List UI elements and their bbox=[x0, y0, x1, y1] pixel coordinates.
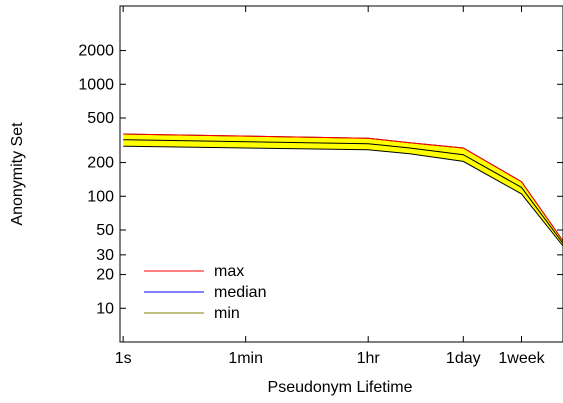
x-axis-label: Pseudonym Lifetime bbox=[268, 379, 413, 396]
line-layer bbox=[123, 133, 563, 247]
x-tick-label: 1hr bbox=[357, 350, 381, 367]
y-tick-label: 500 bbox=[87, 110, 114, 127]
x-axis-ticks: 1s 1min 1hr 1day 1week bbox=[115, 6, 546, 367]
x-tick-label: 1week bbox=[498, 350, 545, 367]
series-line-max-color bbox=[123, 133, 563, 242]
legend: max median min bbox=[144, 263, 266, 322]
y-tick-label: 30 bbox=[96, 247, 114, 264]
legend-label-median: median bbox=[214, 284, 266, 301]
y-tick-label: 200 bbox=[87, 155, 114, 172]
y-axis-label: Anonymity Set bbox=[9, 122, 26, 226]
y-tick-label: 2000 bbox=[78, 43, 114, 60]
y-tick-label: 20 bbox=[96, 267, 114, 284]
series-line-min bbox=[123, 145, 563, 247]
y-tick-label: 50 bbox=[96, 222, 114, 239]
y-tick-label: 1000 bbox=[78, 76, 114, 93]
series-line-median bbox=[123, 139, 563, 244]
y-axis-ticks: 10 20 30 50 100 200 500 1000 2000 bbox=[78, 43, 563, 317]
band-layer bbox=[123, 134, 563, 246]
x-tick-label: 1day bbox=[446, 350, 481, 367]
legend-label-max: max bbox=[214, 263, 244, 280]
y-tick-label: 10 bbox=[96, 300, 114, 317]
x-tick-label: 1min bbox=[228, 350, 263, 367]
plot-frame bbox=[119, 5, 563, 343]
series-line-max bbox=[123, 133, 563, 242]
y-tick-label: 100 bbox=[87, 188, 114, 205]
x-tick-label: 1s bbox=[115, 350, 132, 367]
legend-label-min: min bbox=[214, 305, 240, 322]
min-max-band bbox=[123, 134, 563, 246]
